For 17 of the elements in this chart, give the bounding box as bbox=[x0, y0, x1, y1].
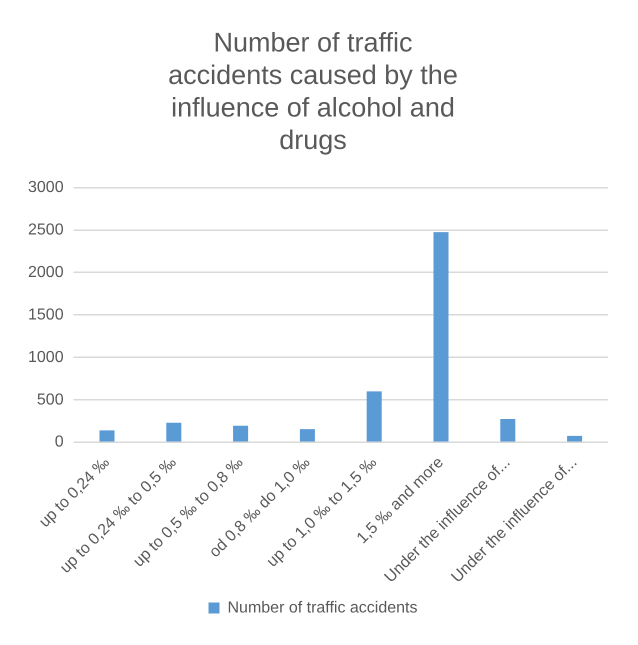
y-tick-label: 3000 bbox=[28, 179, 64, 196]
y-tick-label: 2000 bbox=[28, 264, 64, 281]
bar bbox=[500, 418, 516, 442]
y-tick-label: 2500 bbox=[28, 221, 64, 238]
bar bbox=[166, 422, 182, 442]
y-tick-label: 1500 bbox=[28, 306, 64, 324]
y-tick-label: 0 bbox=[54, 434, 64, 451]
bar bbox=[300, 429, 315, 442]
bar bbox=[433, 232, 449, 442]
bar bbox=[233, 426, 248, 442]
y-tick-label: 1000 bbox=[28, 348, 64, 366]
chart-title: Number of traffic accidents caused by the influence of alcohol and drugs bbox=[168, 28, 458, 155]
bar bbox=[567, 436, 582, 442]
bar bbox=[99, 430, 115, 442]
y-tick-label: 500 bbox=[36, 391, 64, 408]
bar bbox=[366, 391, 382, 442]
legend-label: Number of traffic accidents bbox=[227, 599, 418, 616]
